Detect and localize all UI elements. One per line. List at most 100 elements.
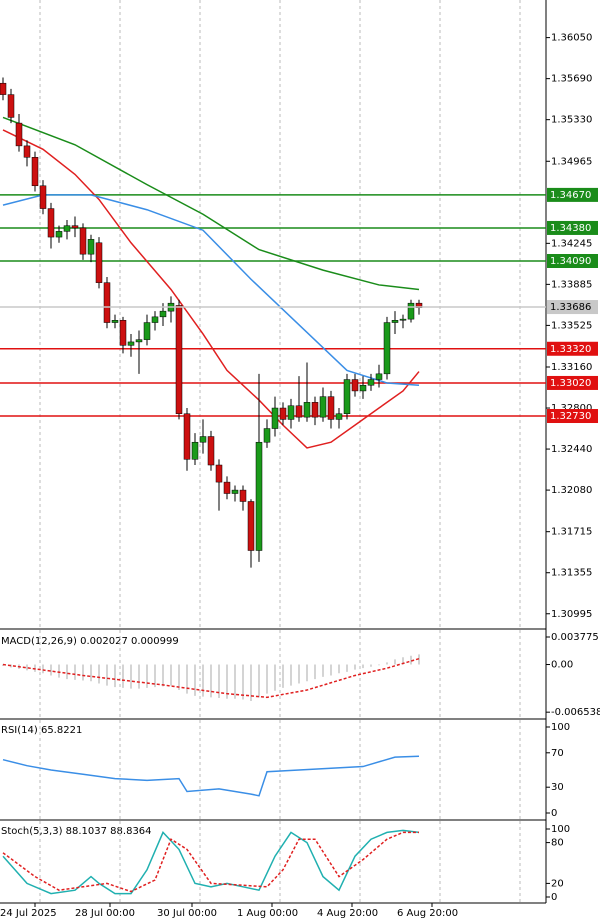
x-tick-label: 30 Jul 00:00 (157, 908, 217, 919)
macd-label: MACD(12,26,9) 0.002027 0.000999 (1, 636, 179, 647)
y-tick-label: 1.34965 (551, 156, 592, 167)
candle-body (15, 122, 23, 147)
candle-body (31, 157, 39, 187)
y-tick-label: 1.35330 (551, 115, 592, 126)
candle-body (319, 396, 327, 418)
y-tick-label: 1.35690 (551, 74, 592, 85)
candle-body (375, 373, 383, 380)
candle-body (263, 428, 271, 443)
candle-body (239, 489, 247, 502)
x-tick-label: 24 Jul 2025 (0, 908, 57, 919)
candle-body (279, 407, 287, 420)
y-tick-label: 1.32080 (551, 485, 592, 496)
candle-body (103, 282, 111, 323)
candle-body (119, 320, 127, 346)
candle-body (0, 82, 7, 95)
candle-body (335, 413, 343, 420)
y-tick-label: 30 (551, 782, 564, 793)
candle-body (391, 320, 399, 323)
candle-body (271, 407, 279, 429)
candle-body (223, 481, 231, 494)
candle-body (47, 208, 55, 238)
x-tick-label: 1 Aug 00:00 (237, 908, 298, 919)
candle-body (39, 185, 47, 209)
candle-body (231, 489, 239, 494)
candle-body (327, 396, 335, 420)
candle-body (247, 501, 255, 551)
candle-body (367, 379, 375, 386)
level-line-tag (547, 187, 598, 202)
y-tick-label: 0.003775 (551, 632, 599, 643)
x-tick-label: 6 Aug 20:00 (397, 908, 458, 919)
candle-body (407, 302, 415, 320)
candle-body (63, 225, 71, 232)
candle-body (351, 379, 359, 392)
candle-body (151, 316, 159, 323)
candle-body (127, 341, 135, 346)
level-line-label: 1.34090 (550, 256, 591, 267)
x-tick-label: 4 Aug 20:00 (317, 908, 378, 919)
candle-body (343, 379, 351, 414)
y-tick-label: 1.33525 (551, 320, 592, 331)
current-price-label: 1.33686 (550, 302, 591, 313)
y-tick-label: 0.00 (551, 660, 573, 671)
indicator-line (2, 657, 420, 699)
level-line-label: 1.33020 (550, 378, 591, 389)
candle-body (255, 441, 263, 551)
level-line-tag (547, 341, 598, 356)
level-line-tag (547, 254, 598, 269)
indicator-line (2, 829, 420, 895)
y-tick-label: 1.32800 (551, 403, 592, 414)
y-tick-label: 1.31355 (551, 568, 592, 579)
indicator-line (2, 831, 419, 893)
indicator-line (2, 194, 420, 386)
y-tick-label: 1.34245 (551, 238, 592, 249)
candle-body (87, 239, 95, 255)
candle-body (55, 231, 63, 238)
candle-body (383, 322, 391, 375)
indicator-line (2, 116, 420, 291)
candle-body (199, 436, 207, 443)
candle-body (311, 402, 319, 418)
y-tick-label: 100 (551, 722, 570, 733)
candle-body (95, 242, 103, 283)
level-line-tag (547, 375, 598, 390)
candle-body (175, 305, 183, 414)
candle-body (295, 405, 303, 418)
candle-body (183, 413, 191, 460)
stoch-label: Stoch(5,3,3) 88.1037 88.8364 (1, 826, 152, 837)
level-line-label: 1.34380 (550, 223, 591, 234)
candle-body (159, 310, 167, 318)
y-tick-label: 0 (551, 892, 557, 903)
candle-body (7, 94, 15, 118)
candle-body (399, 318, 407, 321)
level-line-tag (547, 409, 598, 424)
candle-body (79, 227, 87, 255)
candle-body (303, 402, 311, 418)
candle-body (23, 145, 31, 158)
y-tick-label: 100 (551, 824, 570, 835)
level-line-tag (547, 220, 598, 235)
indicator-line (2, 129, 420, 449)
candle-body (191, 441, 199, 460)
y-tick-label: 70 (551, 748, 564, 759)
x-tick-label: 28 Jul 00:00 (75, 908, 135, 919)
y-tick-label: 1.32440 (551, 444, 592, 455)
candle-body (359, 384, 367, 392)
candle-body (215, 464, 223, 483)
y-tick-label: 0 (551, 808, 557, 819)
level-line-label: 1.33320 (550, 344, 591, 355)
current-price-tag (547, 300, 598, 315)
candle-body (135, 339, 143, 343)
level-line-label: 1.34670 (550, 190, 591, 201)
y-tick-label: 1.36050 (551, 33, 592, 44)
y-tick-label: 1.30995 (551, 609, 592, 620)
candle-body (207, 436, 215, 466)
y-tick-label: 1.33160 (551, 362, 592, 373)
y-tick-label: -0.006538 (551, 707, 600, 718)
y-tick-label: 1.33885 (551, 279, 592, 290)
level-line-label: 1.32730 (550, 411, 591, 422)
rsi-label: RSI(14) 65.8221 (1, 725, 82, 736)
